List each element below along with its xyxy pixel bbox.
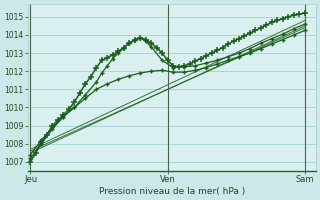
X-axis label: Pression niveau de la mer( hPa ): Pression niveau de la mer( hPa ): [99, 187, 245, 196]
